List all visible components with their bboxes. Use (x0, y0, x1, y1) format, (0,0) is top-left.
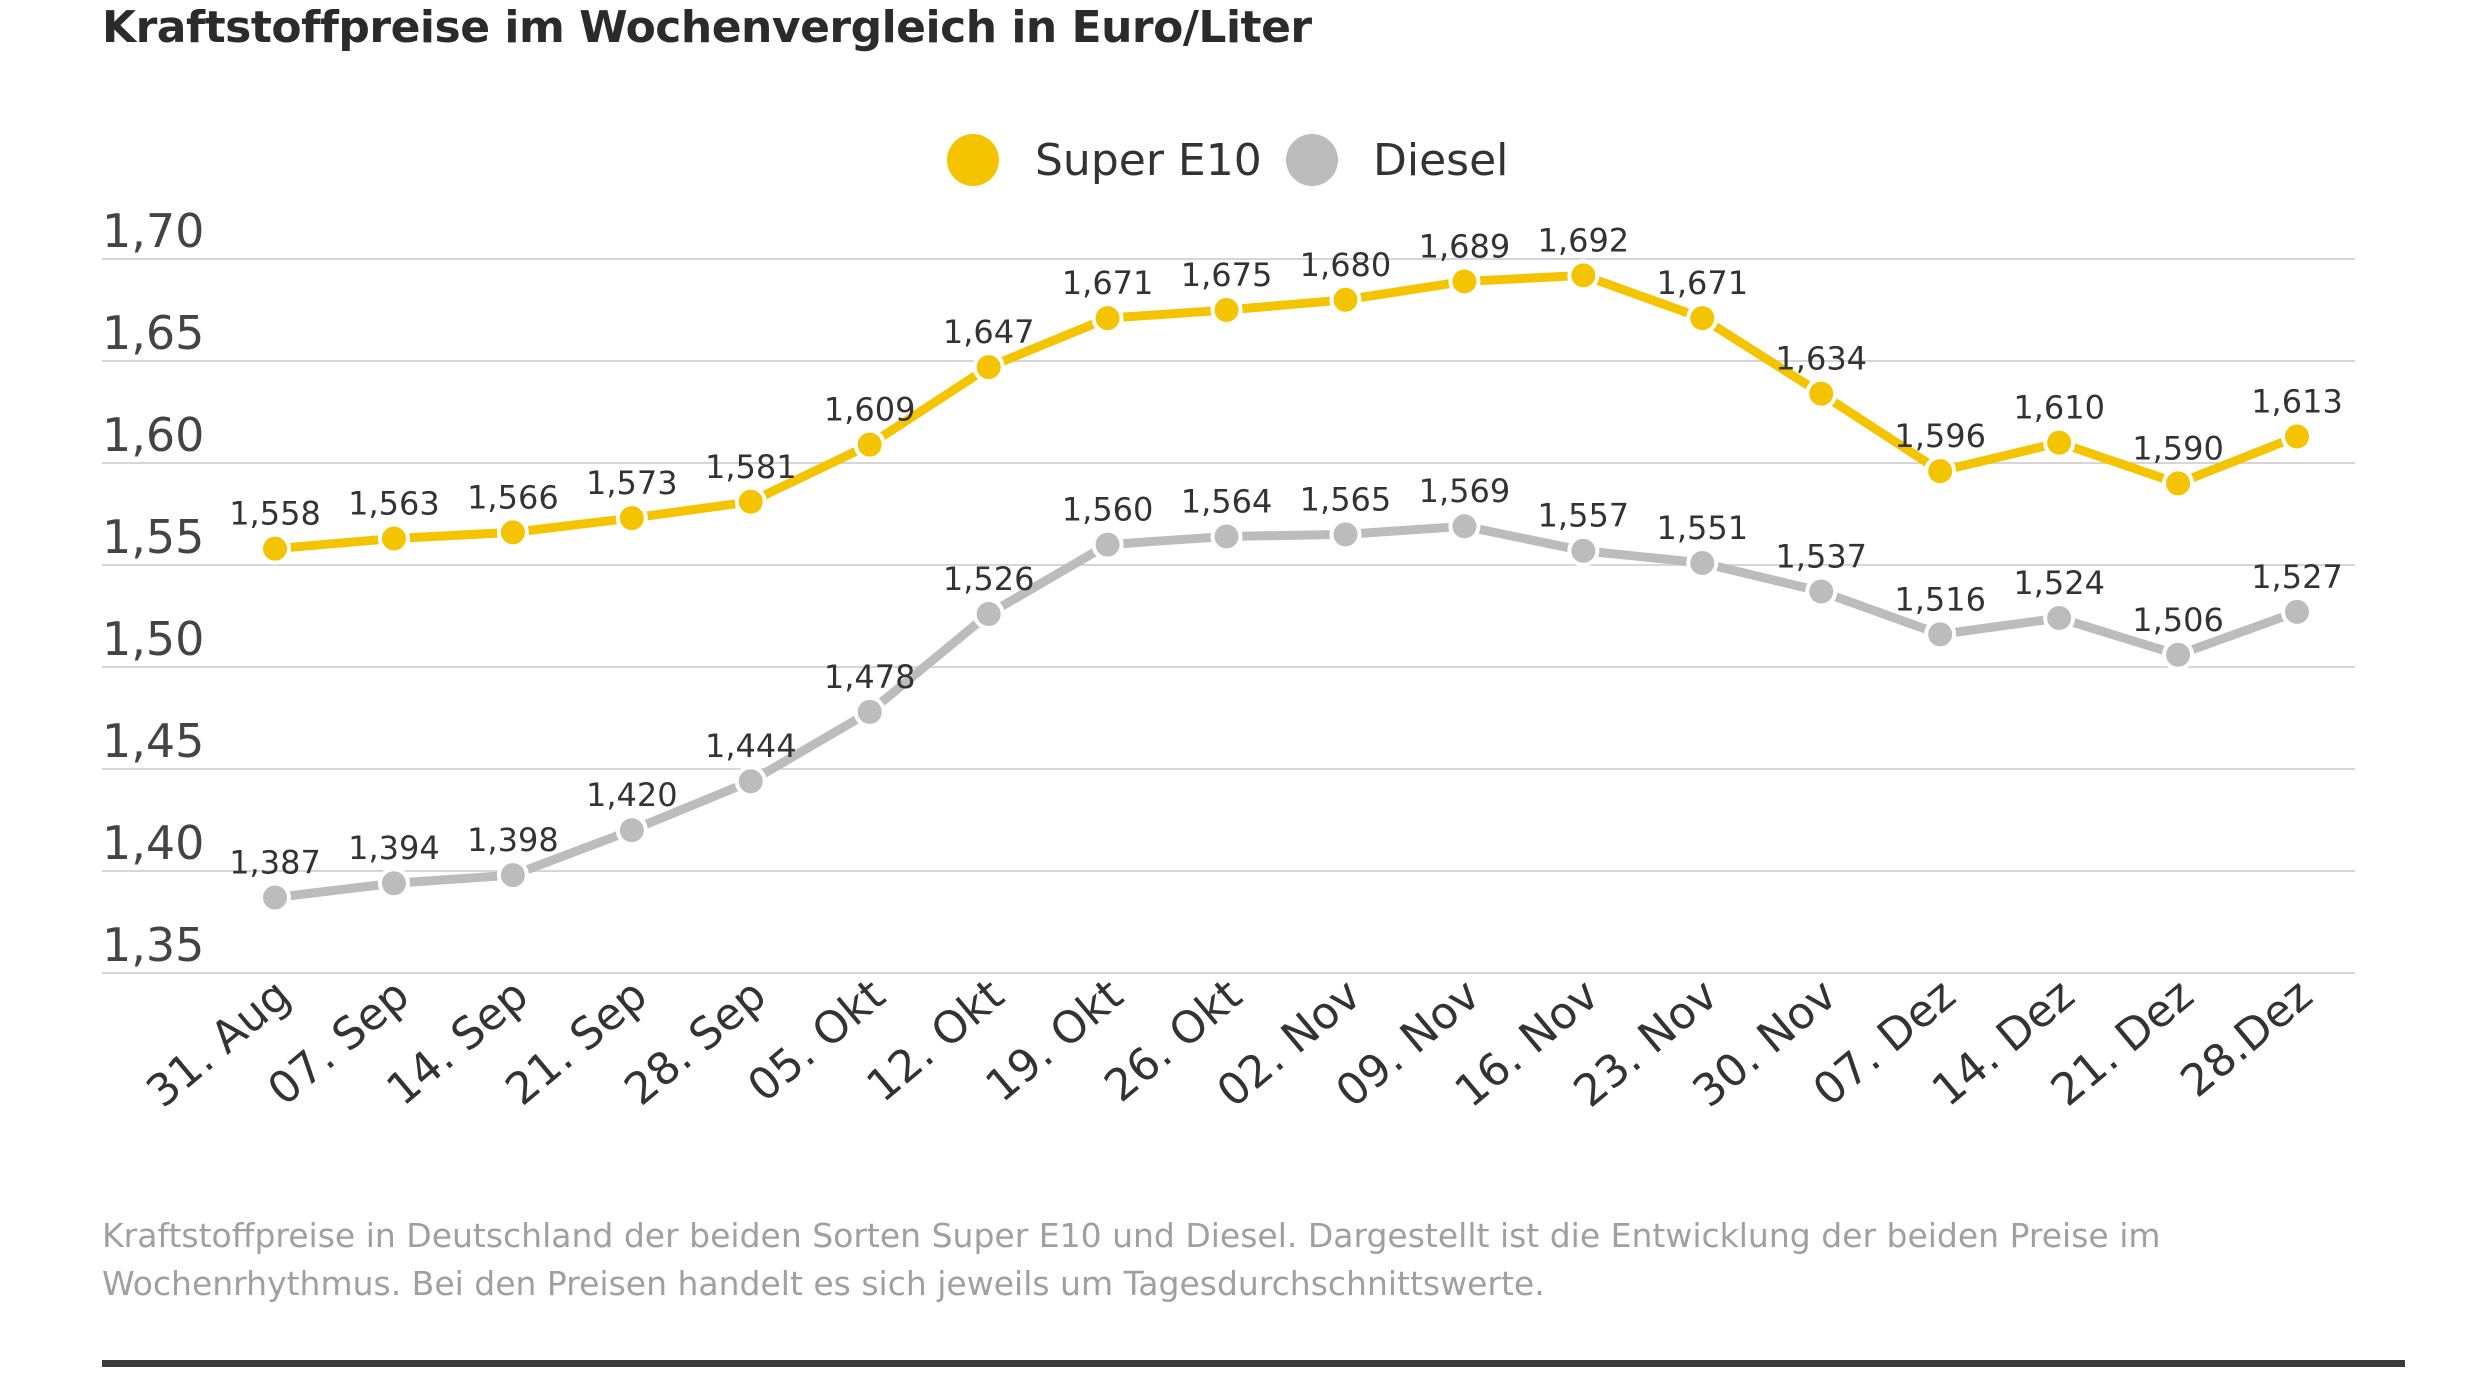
chart-title: Kraftstoffpreise im Wochenvergleich in E… (102, 2, 1312, 53)
data-point (615, 814, 648, 847)
data-label: 1,671 (1062, 264, 1154, 302)
data-label: 1,527 (2251, 558, 2343, 596)
data-point (496, 516, 529, 549)
y-tick-label: 1,40 (102, 816, 204, 870)
data-point (1448, 265, 1481, 298)
data-point (2281, 420, 2313, 453)
data-point (1091, 302, 1124, 335)
data-label: 1,506 (2132, 601, 2224, 639)
data-point (2281, 595, 2313, 628)
data-point (1805, 575, 1838, 608)
data-point (1210, 520, 1243, 553)
data-point (377, 522, 410, 555)
data-label: 1,526 (943, 560, 1035, 598)
x-tick-label: 28.Dez (2171, 969, 2322, 1107)
data-label: 1,566 (467, 478, 559, 516)
data-label: 1,524 (2013, 564, 2105, 602)
data-point (1924, 618, 1957, 651)
series-super-e10: 1,558 1,563 1,566 1,573 1,581 1,609 1,647 1,671… (229, 221, 2343, 565)
data-label: 1,558 (229, 495, 321, 533)
data-label: 1,590 (2132, 429, 2224, 467)
data-point (2043, 602, 2076, 635)
data-label: 1,569 (1419, 472, 1511, 510)
chart-caption: Kraftstoffpreise in Deutschland der beid… (102, 1216, 2161, 1303)
data-point (377, 867, 410, 900)
data-label: 1,609 (824, 391, 916, 429)
data-label: 1,551 (1656, 509, 1748, 547)
data-point (1567, 534, 1600, 567)
series-line (270, 270, 2302, 554)
data-label: 1,565 (1300, 480, 1392, 518)
data-point (1686, 546, 1719, 579)
legend-label: Diesel (1373, 135, 1508, 186)
fuel-price-line-chart: Super E10 Diesel 1,70 1,65 1,60 1,55 1,50 1,45… (102, 134, 2355, 1118)
data-label: 1,596 (1894, 417, 1986, 455)
data-label: 1,680 (1300, 246, 1392, 284)
data-point (1686, 302, 1719, 335)
y-tick-label: 1,50 (102, 612, 204, 666)
series-line (270, 521, 2302, 903)
data-label: 1,537 (1775, 538, 1867, 576)
y-tick-label: 1,60 (102, 408, 204, 462)
data-point (1091, 528, 1124, 561)
y-tick-label: 1,65 (102, 306, 204, 360)
data-label: 1,516 (1894, 580, 1986, 618)
data-point (1329, 518, 1362, 551)
data-label: 1,581 (705, 448, 797, 486)
data-label: 1,560 (1062, 491, 1154, 529)
data-point (734, 765, 767, 798)
chart-legend: Super E10 Diesel (947, 134, 1508, 186)
data-point (972, 351, 1005, 384)
data-label: 1,478 (824, 658, 916, 696)
legend-marker (1286, 134, 1338, 186)
data-label: 1,420 (586, 776, 678, 814)
data-label: 1,692 (1538, 221, 1630, 259)
data-point (972, 597, 1005, 630)
data-point (853, 428, 886, 461)
data-point (1805, 377, 1838, 410)
grid-lines (102, 258, 2355, 974)
data-point (1924, 455, 1957, 488)
data-point (1448, 510, 1481, 543)
data-label: 1,387 (229, 844, 321, 882)
data-point (734, 485, 767, 518)
bottom-divider (102, 1360, 2405, 1367)
data-label: 1,634 (1775, 340, 1867, 378)
series-diesel: 1,387 1,394 1,398 1,420 1,444 1,478 1,526 1,560… (229, 472, 2343, 914)
data-label: 1,394 (348, 829, 440, 867)
data-point (2162, 467, 2195, 500)
y-axis: 1,70 1,65 1,60 1,55 1,50 1,45 1,40 1,35 (102, 204, 204, 972)
data-point (259, 532, 291, 565)
data-label: 1,398 (467, 821, 559, 859)
data-point (853, 695, 886, 728)
data-label: 1,689 (1419, 227, 1511, 265)
data-point (1329, 283, 1362, 316)
data-point (2043, 426, 2076, 459)
data-point (1567, 259, 1600, 292)
data-label: 1,563 (348, 484, 440, 522)
data-point (1210, 294, 1243, 326)
y-tick-label: 1,35 (102, 918, 204, 972)
data-label: 1,444 (705, 727, 797, 765)
data-label: 1,613 (2251, 382, 2343, 420)
legend-label: Super E10 (1035, 135, 1262, 186)
data-point (496, 859, 529, 892)
data-label: 1,564 (1181, 482, 1273, 520)
series-layer: 1,558 1,563 1,566 1,573 1,581 1,609 1,647 1,671… (229, 221, 2343, 914)
data-label: 1,675 (1181, 256, 1273, 294)
data-point (259, 881, 291, 914)
data-label: 1,573 (586, 464, 678, 502)
y-tick-label: 1,45 (102, 714, 204, 768)
y-tick-label: 1,55 (102, 510, 204, 564)
data-label: 1,610 (2013, 389, 2105, 427)
data-label: 1,557 (1538, 497, 1630, 535)
data-label: 1,671 (1656, 264, 1748, 302)
y-tick-label: 1,70 (102, 204, 204, 258)
data-label: 1,647 (943, 313, 1035, 351)
data-point (615, 502, 648, 535)
data-point (2162, 638, 2195, 671)
legend-marker (947, 134, 999, 186)
